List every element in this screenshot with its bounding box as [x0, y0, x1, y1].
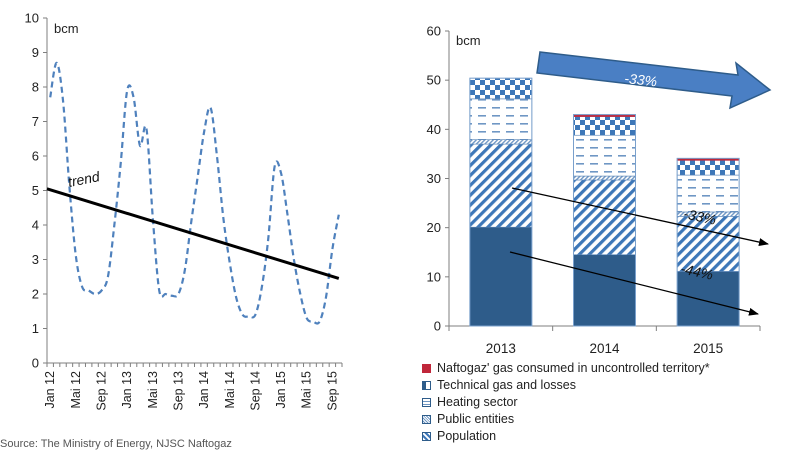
- legend-item-uncontrolled: Naftogaz' gas consumed in uncontrolled t…: [422, 360, 710, 377]
- legend-item-technical: Technical gas and losses: [422, 377, 710, 394]
- left-x-tick-label: Mai 13: [146, 371, 160, 409]
- legend-label: Public entities: [437, 412, 515, 426]
- legend-swatch-technical: [422, 381, 431, 390]
- bar-segment-uncontrolled: [469, 77, 533, 100]
- bar-segment-technical: [469, 98, 533, 140]
- left-unit-label: bcm: [54, 21, 79, 36]
- bar-segment-uncontrolled: [676, 160, 740, 176]
- left-x-tick-label: Sep 15: [325, 371, 339, 411]
- left-x-tick-label: Jan 13: [120, 371, 134, 409]
- right-y-tick-label: 20: [427, 220, 441, 235]
- bar-segment-heating: [573, 175, 636, 181]
- left-y-tick-label: 6: [32, 149, 39, 164]
- right-y-tick-label: 0: [434, 319, 441, 334]
- bar-segment-population: [573, 254, 636, 327]
- series-line-dashed: [49, 61, 340, 325]
- right-y-tick-label: 30: [427, 171, 441, 186]
- bar-segment-public-entities: [573, 179, 636, 256]
- left-y-tick-label: 5: [32, 183, 39, 198]
- left-y-tick-label: 10: [25, 11, 39, 26]
- bar-outline: [573, 114, 636, 327]
- left-y-tick-label: 0: [32, 356, 39, 371]
- top-arrow-label: -33%: [624, 70, 658, 89]
- bar-segment-population: [676, 271, 740, 327]
- legend-item-heating: Heating sector: [422, 394, 710, 411]
- bar-segment-uncontrolled: [573, 116, 636, 136]
- right-x-tick-label: 2014: [589, 341, 620, 356]
- left-y-tick-label: 4: [32, 218, 39, 233]
- left-y-tick-label: 2: [32, 287, 39, 302]
- left-x-tick-label: Sep 14: [248, 371, 262, 411]
- trend-line: [46, 187, 340, 280]
- legend-label: Heating sector: [437, 395, 518, 409]
- left-y-tick-label: 7: [32, 114, 39, 129]
- right-y-tick-label: 10: [427, 269, 441, 284]
- right-bar-chart: 0 10 20 30 40 50 60 2013 2014 2015 bcm -33% -33%…: [427, 24, 772, 356]
- lower-arrow-label: -44%: [679, 260, 714, 282]
- trend-block-arrow: [536, 51, 772, 110]
- legend-item-population: Population: [422, 428, 710, 445]
- right-y-tick-label: 50: [427, 73, 441, 88]
- trend-label: trend: [67, 168, 103, 190]
- left-x-tick-label: Mai 14: [223, 371, 237, 409]
- right-x-tick-label: 2015: [693, 341, 723, 356]
- right-chart-legend: Naftogaz' gas consumed in uncontrolled t…: [422, 360, 710, 445]
- left-y-tick-label: 1: [32, 321, 39, 336]
- source-note: Source: The Ministry of Energy, NJSC Naf…: [0, 438, 232, 450]
- left-x-tick-label: Mai 12: [69, 371, 83, 409]
- right-y-tick-label: 60: [427, 24, 441, 39]
- bar-segment-technical: [573, 134, 636, 177]
- left-y-tick-label: 8: [32, 80, 39, 95]
- bar-outline: [676, 157, 740, 327]
- left-x-tick-label: Sep 12: [95, 371, 109, 411]
- lower-decline-arrow: [509, 251, 759, 316]
- legend-swatch-population: [422, 432, 431, 441]
- left-x-tick-label: Jan 15: [274, 371, 288, 409]
- right-unit-label: bcm: [456, 33, 481, 48]
- legend-swatch-public: [422, 415, 431, 424]
- left-y-tick-label: 3: [32, 252, 39, 267]
- bar-segment-technical: [676, 174, 740, 213]
- left-x-tick-label: Jan 14: [197, 371, 211, 409]
- left-x-tick-label: Jan 12: [43, 371, 57, 409]
- left-x-tick-label: Mai 15: [300, 371, 314, 409]
- right-y-tick-label: 40: [427, 122, 441, 137]
- bar-outline: [469, 77, 533, 327]
- bar-segment-population: [469, 226, 533, 327]
- legend-label: Population: [437, 429, 497, 443]
- legend-swatch-heating: [422, 398, 431, 407]
- upper-arrow-label: -33%: [682, 205, 717, 227]
- left-y-tick-label: 9: [32, 45, 39, 60]
- legend-label: Technical gas and losses: [437, 378, 576, 392]
- upper-decline-arrow: [511, 187, 769, 246]
- right-x-tick-label: 2013: [486, 341, 516, 356]
- legend-label: Naftogaz' gas consumed in uncontrolled t…: [437, 361, 710, 375]
- bar-segment-public-entities: [469, 143, 533, 228]
- legend-item-public: Public entities: [422, 411, 710, 428]
- left-line-chart: 0 1 2 3 4 5 6 7 8 9 10 Jan 12 Mai 12 Sep 12 Jan 13 Mai…: [25, 11, 343, 411]
- legend-swatch-red: [422, 364, 431, 373]
- bar-segment-heating: [469, 139, 533, 145]
- left-x-tick-label: Sep 13: [171, 371, 185, 411]
